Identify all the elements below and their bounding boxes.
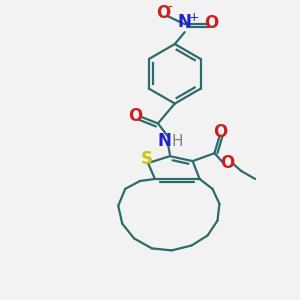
Text: N: N (178, 13, 192, 31)
Text: O: O (156, 4, 170, 22)
Text: O: O (204, 14, 219, 32)
Text: S: S (141, 150, 153, 168)
Text: -: - (167, 1, 172, 15)
Text: O: O (213, 123, 228, 141)
Text: N: N (158, 132, 172, 150)
Text: O: O (220, 154, 235, 172)
Text: O: O (128, 107, 142, 125)
Text: H: H (171, 134, 182, 149)
Text: +: + (188, 11, 199, 24)
